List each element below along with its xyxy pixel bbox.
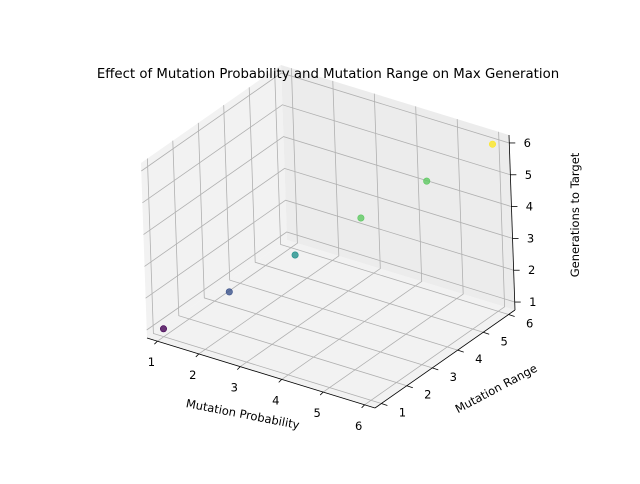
y-tick — [508, 314, 515, 317]
x-grid-line — [281, 106, 423, 380]
x-tick-label: 4 — [272, 393, 279, 407]
x-tick — [154, 340, 158, 345]
z-axis-label: Generations to Target — [568, 152, 582, 277]
y-tick-label: 4 — [475, 352, 482, 366]
x-grid-line — [157, 68, 298, 342]
y-tick-label: 2 — [424, 388, 431, 402]
axis-lines — [146, 134, 516, 409]
y-grid-line — [248, 87, 484, 333]
y-grid-line — [197, 122, 433, 369]
x-tick-label: 5 — [314, 406, 321, 420]
x-grid-line — [240, 93, 381, 367]
z-tick-label: 4 — [526, 200, 533, 214]
scatter-point — [423, 177, 431, 185]
tick-marks: 1 2 3 4 5 6 1 2 3 4 5 6 1 2 3 4 5 6 — [148, 136, 537, 433]
z-grid-line — [146, 231, 515, 331]
y-tick — [406, 385, 413, 389]
chart-title: Effect of Mutation Probability and Mutat… — [97, 67, 559, 82]
z-grid-line — [145, 199, 514, 299]
scatter-point — [357, 214, 365, 222]
y-tick — [457, 349, 464, 353]
x-tick — [361, 404, 365, 409]
y-tick — [432, 367, 439, 371]
x-grid-line — [198, 80, 340, 355]
x-axis-line — [146, 337, 376, 409]
x-tick-label: 6 — [355, 419, 362, 433]
y-axis-label: Mutation Range — [453, 361, 540, 416]
x-tick-label: 2 — [189, 368, 196, 382]
z-grid-line — [141, 72, 510, 172]
y-tick-label: 6 — [526, 316, 533, 330]
scatter-point — [160, 325, 168, 333]
y-axis-line — [374, 309, 516, 409]
x-tick — [195, 353, 200, 358]
y-grid-line — [274, 69, 509, 315]
x-tick — [319, 391, 324, 396]
z-tick-label: 2 — [528, 263, 535, 277]
z-grid-line — [143, 136, 512, 235]
x-tick — [236, 366, 241, 370]
z-tick-label: 1 — [529, 295, 536, 309]
back-wall-pane — [281, 65, 515, 310]
axis-panes — [141, 65, 515, 408]
z-grid-line — [144, 167, 513, 267]
x-tick-label: 1 — [148, 355, 155, 369]
x-tick — [278, 379, 283, 383]
y-tick-label: 1 — [399, 406, 406, 420]
x-grid-line — [322, 119, 464, 393]
scatter-point — [488, 140, 496, 148]
grid-lines — [141, 68, 515, 406]
scatter-point — [225, 288, 233, 296]
x-axis-label: Mutation Probability — [185, 396, 301, 432]
z-grid-line — [142, 104, 511, 204]
x-tick-label: 3 — [231, 381, 238, 395]
y-tick-label: 3 — [450, 370, 457, 384]
x-grid-line — [364, 131, 506, 406]
scatter-point — [291, 251, 299, 259]
z-axis-line — [508, 134, 516, 311]
y-tick-label: 5 — [501, 334, 508, 348]
z-tick-label: 5 — [525, 168, 532, 182]
z-tick-label: 6 — [524, 136, 531, 150]
y-grid-line — [223, 105, 458, 351]
data-points — [160, 140, 496, 333]
y-grid-line — [147, 158, 382, 404]
y-tick — [381, 403, 388, 406]
z-tick-label: 3 — [527, 231, 534, 245]
y-grid-line — [172, 140, 407, 387]
y-tick — [483, 331, 490, 335]
